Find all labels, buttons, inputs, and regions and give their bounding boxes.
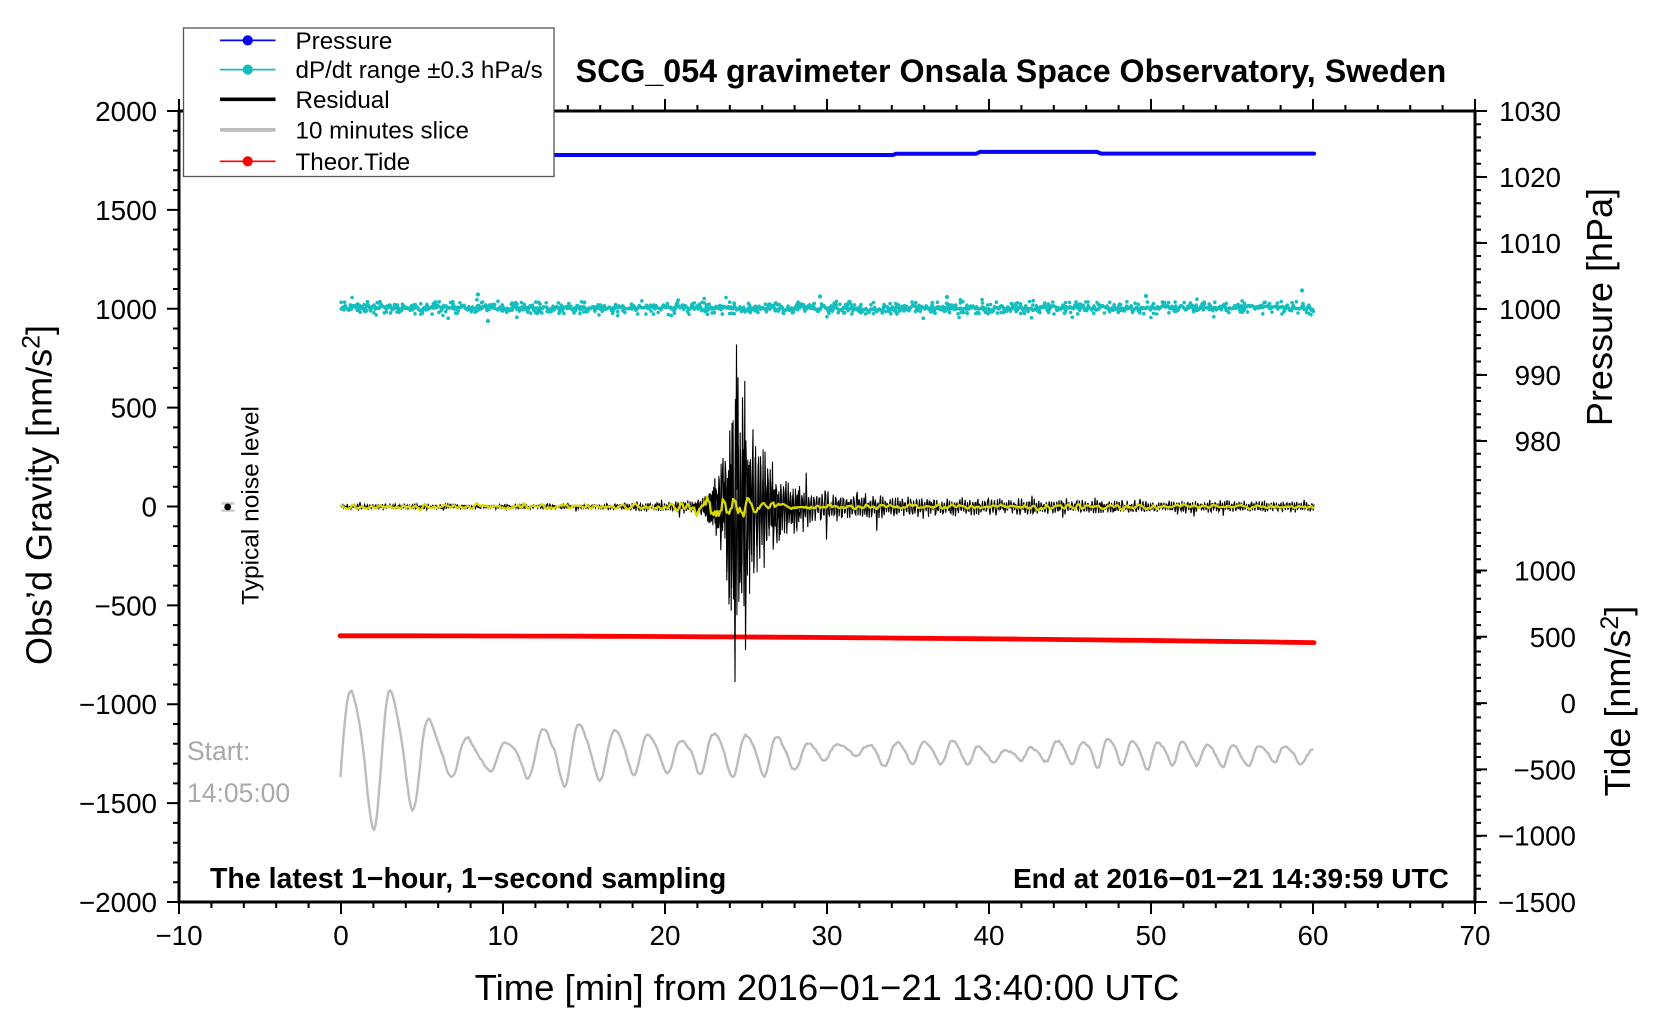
svg-text:Tide [nm/s2]: Tide [nm/s2] (1596, 606, 1638, 797)
svg-text:0: 0 (142, 492, 157, 523)
svg-text:−500: −500 (94, 590, 157, 621)
svg-text:The latest 1−hour, 1−second sa: The latest 1−hour, 1−second sampling (210, 863, 726, 895)
svg-text:0: 0 (333, 920, 348, 951)
svg-text:500: 500 (111, 393, 157, 424)
svg-text:10: 10 (488, 920, 519, 951)
svg-text:Typical noise level: Typical noise level (238, 406, 265, 605)
svg-text:−10: −10 (155, 920, 202, 951)
svg-text:Residual: Residual (296, 87, 390, 114)
svg-text:Pressure [hPa]: Pressure [hPa] (1579, 188, 1620, 426)
svg-text:Pressure: Pressure (296, 28, 393, 55)
svg-text:0: 0 (1561, 688, 1576, 719)
svg-text:−1000: −1000 (1498, 821, 1576, 852)
svg-text:30: 30 (812, 920, 843, 951)
svg-text:1000: 1000 (95, 294, 157, 325)
svg-text:1030: 1030 (1499, 96, 1561, 127)
svg-text:1020: 1020 (1499, 162, 1561, 193)
svg-text:980: 980 (1515, 426, 1561, 457)
svg-text:End at 2016−01−21 14:39:59 UTC: End at 2016−01−21 14:39:59 UTC (1013, 863, 1449, 894)
svg-text:SCG_054 gravimeter Onsala Spac: SCG_054 gravimeter Onsala Space Observat… (576, 53, 1447, 89)
svg-text:−2000: −2000 (79, 887, 157, 918)
svg-text:Time [min] from 2016−01−21 13:: Time [min] from 2016−01−21 13:40:00 UTC (475, 967, 1180, 1008)
svg-text:70: 70 (1460, 920, 1491, 951)
svg-text:1000: 1000 (1499, 294, 1561, 325)
svg-text:−1500: −1500 (79, 788, 157, 819)
svg-text:−1000: −1000 (79, 689, 157, 720)
svg-text:10 minutes slice: 10 minutes slice (296, 117, 469, 144)
svg-text:1000: 1000 (1514, 556, 1576, 587)
svg-text:60: 60 (1298, 920, 1329, 951)
svg-text:1500: 1500 (95, 195, 157, 226)
svg-text:2000: 2000 (95, 96, 157, 127)
svg-text:Obs’d Gravity [nm/s2]: Obs’d Gravity [nm/s2] (18, 325, 60, 665)
svg-text:Start:: Start: (187, 736, 250, 766)
svg-text:14:05:00: 14:05:00 (187, 778, 290, 808)
svg-text:−500: −500 (1513, 754, 1576, 785)
svg-text:1010: 1010 (1499, 228, 1561, 259)
svg-text:−1500: −1500 (1498, 887, 1576, 918)
svg-text:Theor.Tide: Theor.Tide (296, 149, 411, 176)
svg-text:dP/dt range ±0.3 hPa/s: dP/dt range ±0.3 hPa/s (296, 57, 543, 84)
svg-text:20: 20 (650, 920, 681, 951)
svg-text:500: 500 (1530, 622, 1576, 653)
svg-text:990: 990 (1515, 360, 1561, 391)
svg-text:50: 50 (1136, 920, 1167, 951)
svg-text:40: 40 (974, 920, 1005, 951)
